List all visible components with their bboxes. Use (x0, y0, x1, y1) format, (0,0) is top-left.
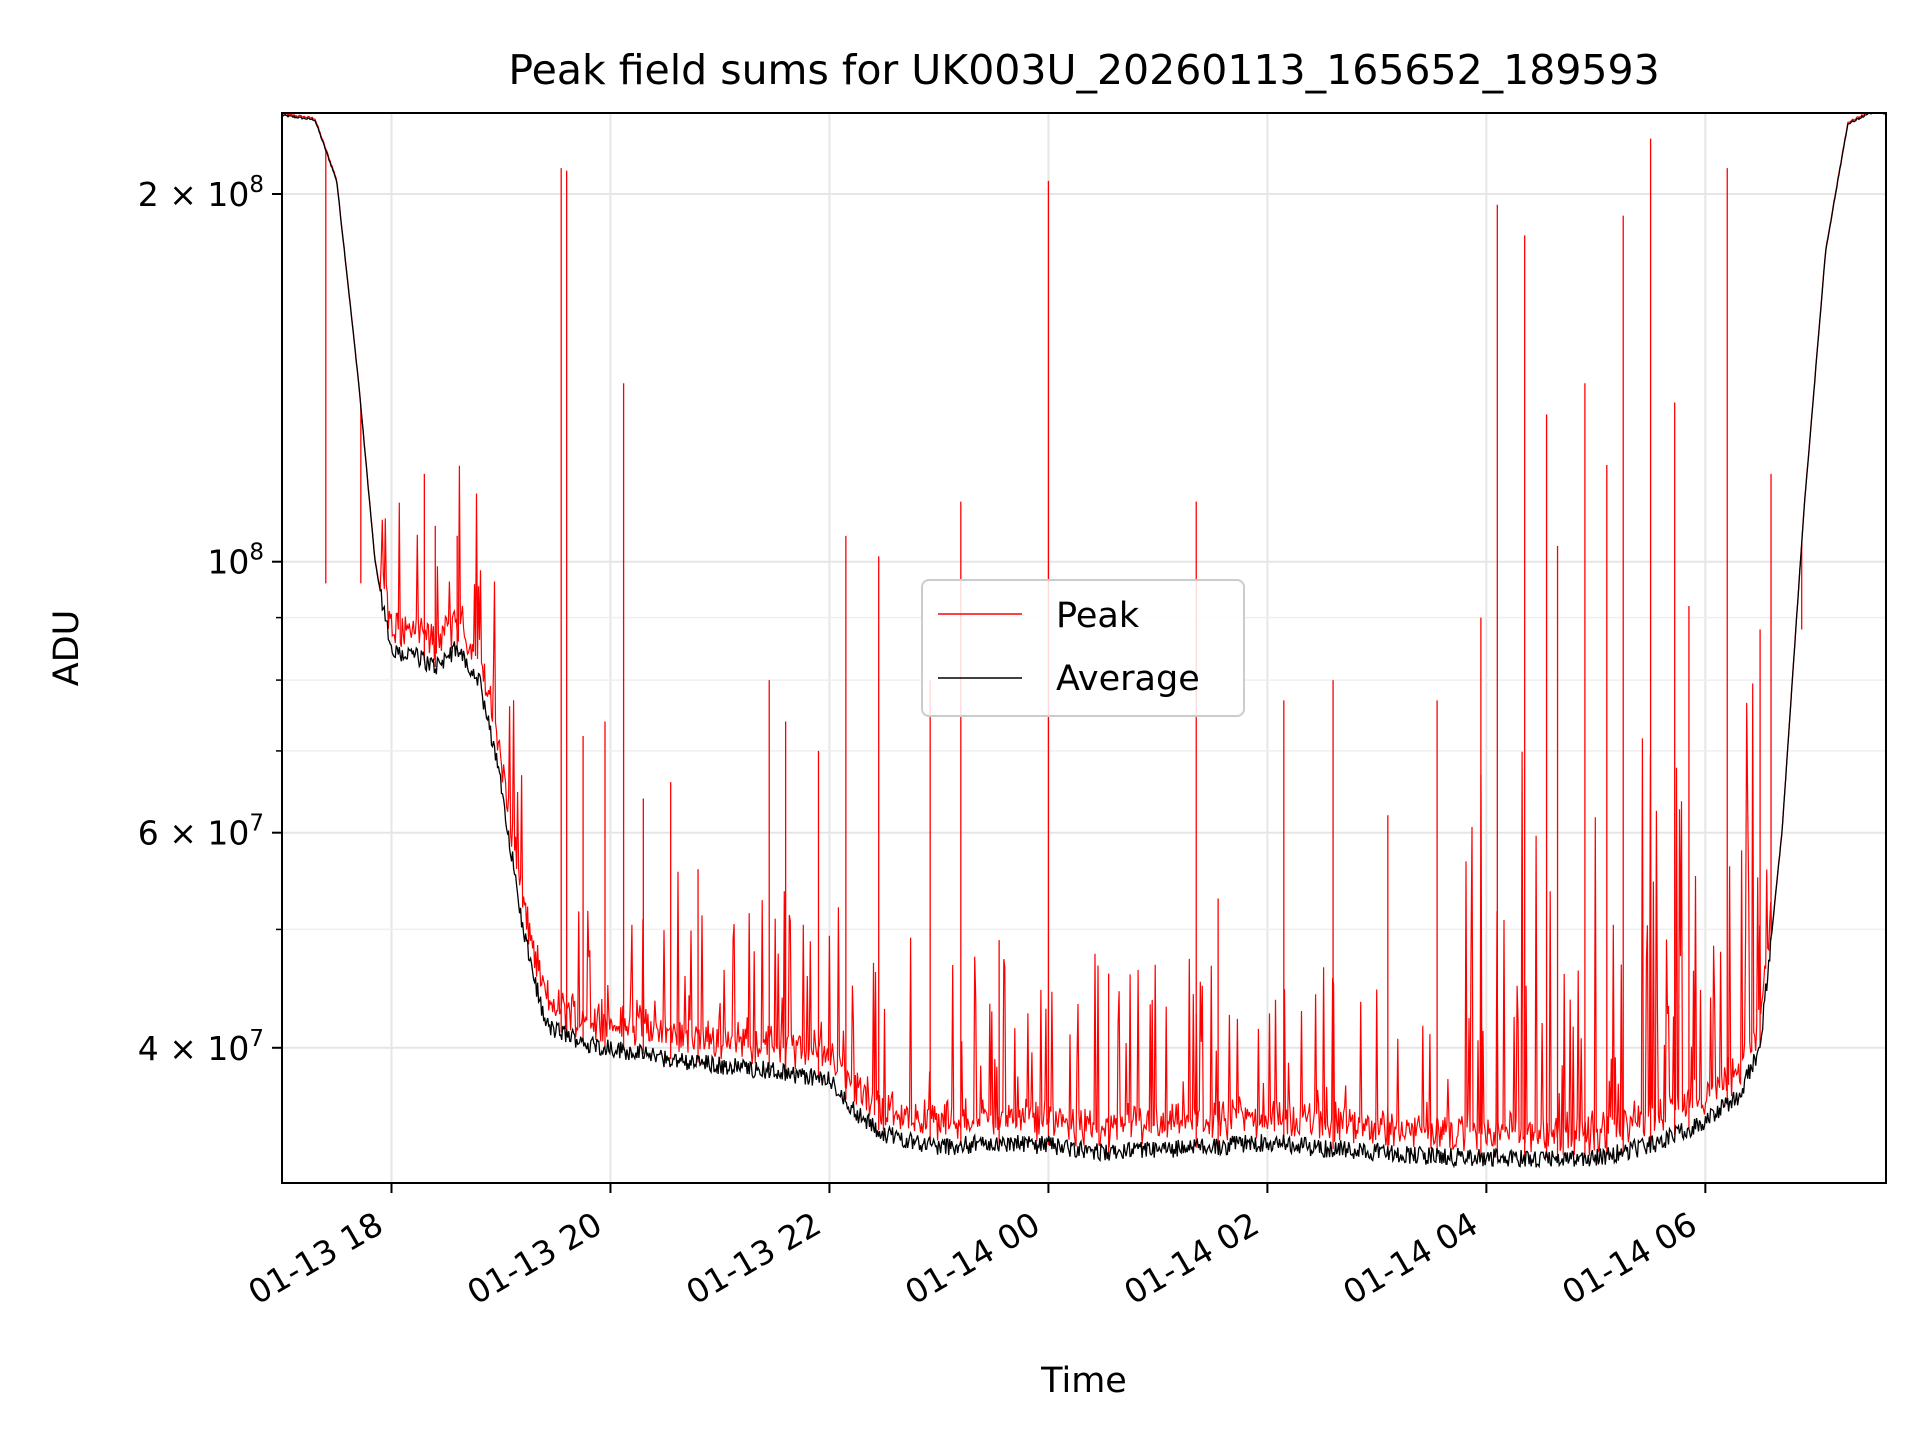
legend-label-peak: Peak (1056, 596, 1140, 636)
y-tick-times: × 10 (159, 814, 250, 853)
y-axis-label: ADU (47, 610, 87, 687)
y-tick-label: 6 × 107 (138, 811, 264, 853)
y-tick-mantissa: 2 (138, 175, 159, 214)
y-tick-base: 10 (207, 543, 249, 582)
x-axis-label: Time (1040, 1361, 1127, 1401)
plot-frame (281, 112, 1887, 1184)
y-tick-label: 2 × 108 (138, 172, 264, 214)
y-tick-mantissa: 6 (138, 814, 159, 853)
average-line (281, 112, 1886, 1169)
series-average (281, 112, 1886, 1169)
chart-title: Peak field sums for UK003U_20260113_1656… (508, 46, 1659, 94)
peak-line (281, 112, 1886, 1156)
y-tick-exponent: 8 (249, 540, 264, 566)
y-tick-exponent: 7 (249, 1026, 264, 1052)
y-tick-label: 108 (207, 540, 264, 582)
y-tick-label: 4 × 107 (138, 1026, 264, 1068)
series-peak (281, 112, 1886, 1158)
legend-label-average: Average (1056, 659, 1200, 699)
y-tick-exponent: 8 (249, 172, 264, 198)
y-tick-times: × 10 (159, 175, 250, 214)
legend: Peak Average (921, 579, 1245, 717)
y-tick-times: × 10 (159, 1029, 250, 1068)
y-tick-mantissa: 4 (138, 1029, 159, 1068)
y-tick-exponent: 7 (249, 811, 264, 837)
